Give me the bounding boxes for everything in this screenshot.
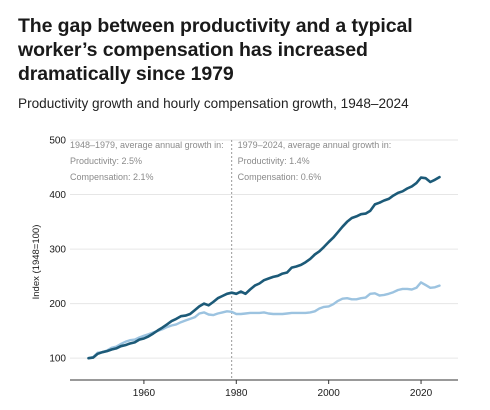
y-axis-label: Index (1948=100) [31,225,42,300]
y-tick-label: 100 [49,354,66,365]
gridlines [70,139,458,359]
chart-subtitle: Productivity growth and hourly compensat… [18,96,409,111]
annotation-text: Compensation: 0.6% [238,172,322,182]
chart-title: The gap between productivity and a typic… [18,15,413,85]
annotation-text: 1979–2024, average annual growth in: [238,140,392,150]
series-lines [87,175,441,360]
annotation-text: Productivity: 1.4% [238,156,310,166]
annotation-text: Productivity: 2.5% [70,156,142,166]
y-tick-label: 200 [49,299,66,310]
axes: 100 200 300 400 500 1960 1980 2000 2020 [49,136,458,399]
x-tick-label: 1960 [133,388,156,399]
x-tick-label: 1980 [225,388,248,399]
annotation-text: Compensation: 2.1% [70,172,154,182]
y-tick-label: 400 [49,190,66,201]
compensation-series-line [87,281,441,360]
productivity-series-line [87,175,441,360]
annotation-text: 1948–1979, average annual growth in: [70,140,224,150]
y-tick-label: 300 [49,245,66,256]
y-tick-label: 500 [49,136,66,147]
x-tick-label: 2000 [318,388,341,399]
x-tick-label: 2020 [410,388,433,399]
annotations: 1948–1979, average annual growth in: Prod… [70,140,391,182]
